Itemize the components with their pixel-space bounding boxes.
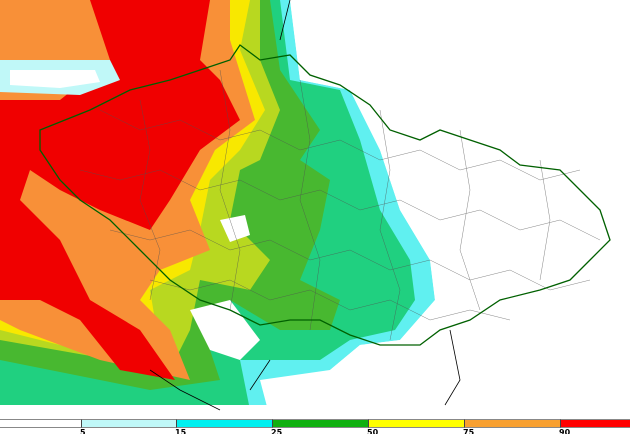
- precip-layers: [0, 0, 630, 418]
- legend-label: 50: [367, 428, 379, 434]
- color-legend: 5 15 25 50 75 90: [0, 418, 630, 434]
- legend-swatch: [464, 419, 560, 428]
- legend-swatch: [176, 419, 272, 428]
- legend-swatch: [560, 419, 630, 428]
- clear-region-east: [290, 0, 630, 418]
- legend-label: 15: [175, 428, 187, 434]
- country-border: [39, 44, 611, 346]
- legend-swatch: [272, 419, 368, 428]
- legend-swatch: [368, 419, 464, 428]
- legend-label: 25: [271, 428, 283, 434]
- clear-patch: [10, 70, 100, 88]
- red-zone: [0, 0, 240, 380]
- legend-label: 90: [559, 428, 571, 434]
- legend-label: 5: [80, 428, 86, 434]
- legend-swatch: [81, 419, 176, 428]
- legend-swatch: [0, 419, 81, 428]
- legend-label: 75: [463, 428, 475, 434]
- clear-bottom-strip: [0, 405, 630, 418]
- map-canvas: [0, 0, 630, 418]
- neighbor-border: [149, 0, 461, 411]
- clear-region-south: [190, 300, 260, 360]
- clear-patch: [220, 215, 250, 242]
